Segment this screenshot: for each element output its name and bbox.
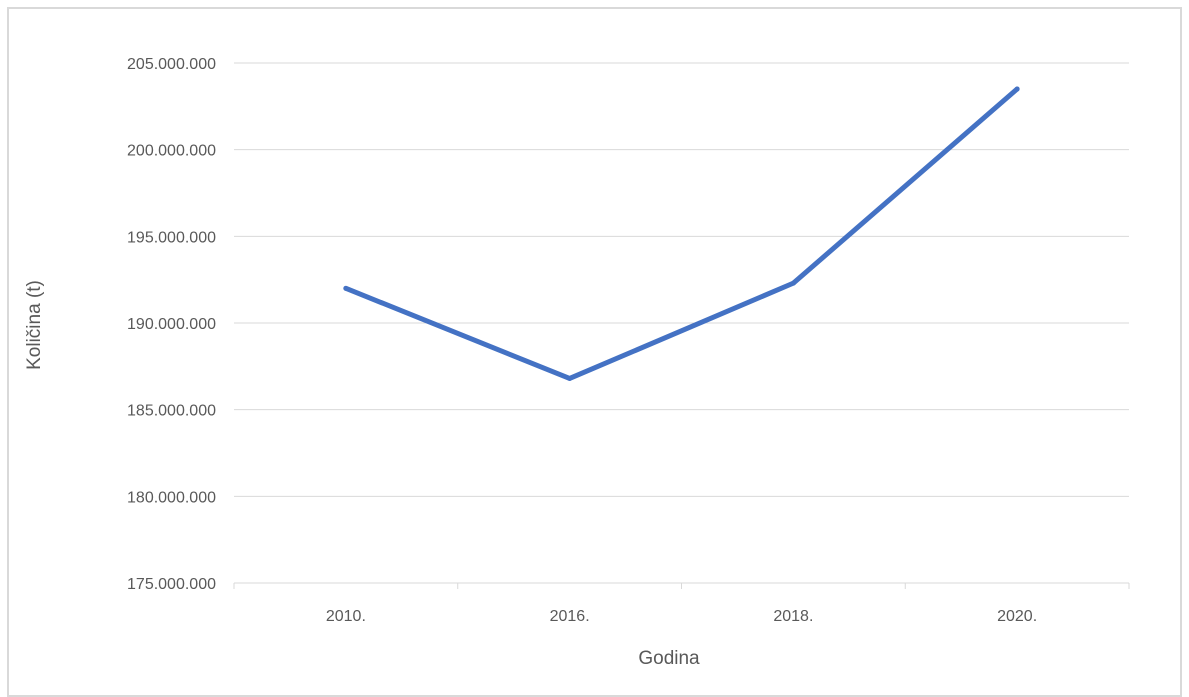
data-point (790, 280, 796, 286)
x-tick-label: 2018. (773, 608, 813, 625)
data-point (343, 285, 349, 291)
y-axis-tick-labels: 175.000.000 180.000.000 185.000.000 190.000… (127, 56, 216, 593)
y-tick-label: 185.000.000 (127, 403, 216, 420)
y-tick-label: 195.000.000 (127, 229, 216, 246)
x-axis-tick-labels: 2010. 2016. 2018. 2020. (326, 608, 1037, 625)
x-tick-label: 2010. (326, 608, 366, 625)
x-tick-label: 2016. (550, 608, 590, 625)
y-tick-label: 175.000.000 (127, 576, 216, 593)
data-point (567, 375, 573, 381)
chart-frame (7, 7, 1182, 697)
x-tick-label: 2020. (997, 608, 1037, 625)
y-tick-label: 180.000.000 (127, 489, 216, 506)
data-point (1014, 86, 1020, 92)
y-axis-title: Količina (t) (24, 280, 45, 370)
y-tick-label: 200.000.000 (127, 143, 216, 160)
y-tick-label: 205.000.000 (127, 56, 216, 73)
y-tick-label: 190.000.000 (127, 316, 216, 333)
series-line (343, 86, 1020, 381)
gridlines (234, 62, 1129, 497)
x-axis (233, 582, 1130, 589)
series-layer (343, 86, 1020, 381)
x-axis-title: Godina (638, 648, 700, 669)
